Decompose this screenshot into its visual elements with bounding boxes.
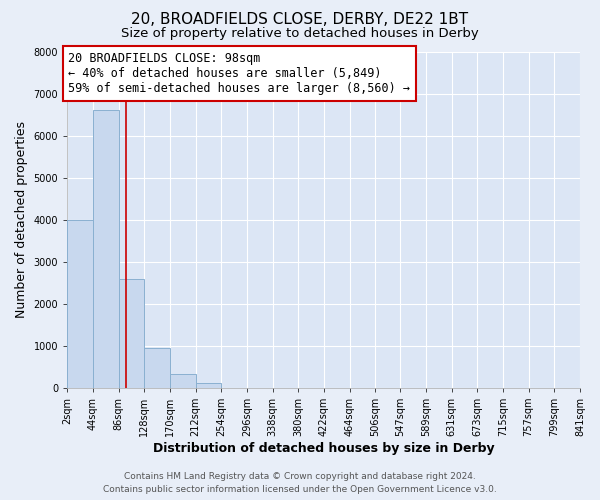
- Bar: [144, 348, 170, 388]
- X-axis label: Distribution of detached houses by size in Derby: Distribution of detached houses by size …: [153, 442, 494, 455]
- Text: Contains HM Land Registry data © Crown copyright and database right 2024.
Contai: Contains HM Land Registry data © Crown c…: [103, 472, 497, 494]
- Bar: [170, 374, 196, 388]
- Text: Size of property relative to detached houses in Derby: Size of property relative to detached ho…: [121, 28, 479, 40]
- Bar: [119, 278, 144, 388]
- Bar: [93, 110, 119, 388]
- Bar: [196, 383, 221, 388]
- Text: 20, BROADFIELDS CLOSE, DERBY, DE22 1BT: 20, BROADFIELDS CLOSE, DERBY, DE22 1BT: [131, 12, 469, 28]
- Y-axis label: Number of detached properties: Number of detached properties: [15, 121, 28, 318]
- Bar: [67, 220, 93, 388]
- Text: 20 BROADFIELDS CLOSE: 98sqm
← 40% of detached houses are smaller (5,849)
59% of : 20 BROADFIELDS CLOSE: 98sqm ← 40% of det…: [68, 52, 410, 96]
